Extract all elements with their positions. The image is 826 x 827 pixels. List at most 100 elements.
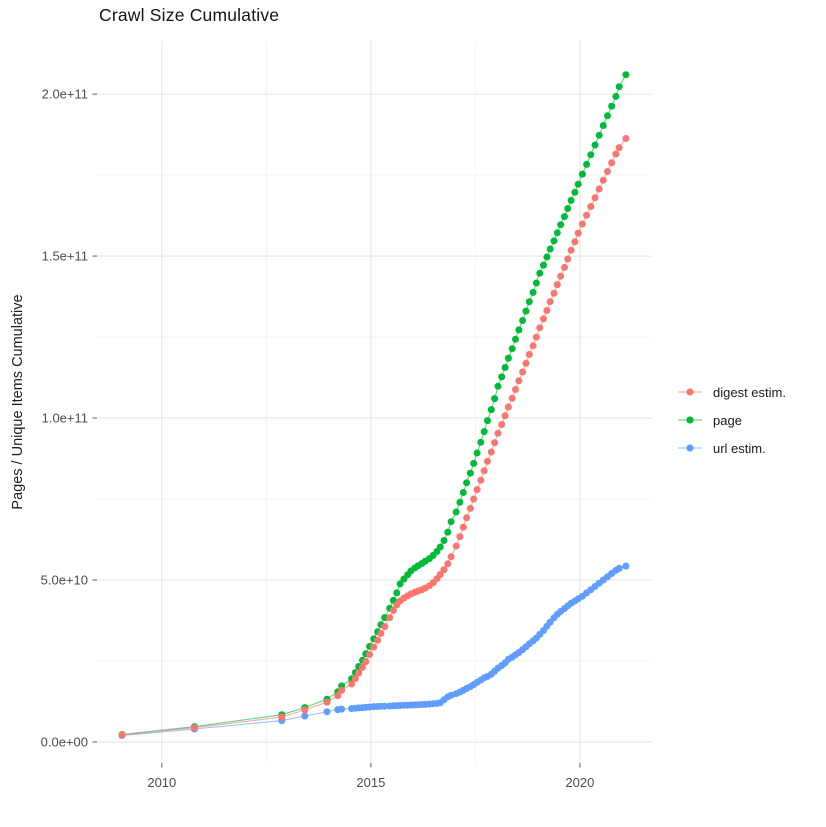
data-point	[608, 159, 616, 167]
data-point	[381, 702, 389, 710]
data-point	[508, 394, 516, 402]
data-point	[389, 606, 397, 614]
data-point	[561, 213, 568, 221]
data-point	[301, 706, 309, 714]
data-point	[491, 395, 499, 403]
data-point	[477, 438, 485, 446]
data-point	[615, 564, 623, 572]
legend-item-page: page	[676, 406, 786, 434]
data-point	[278, 713, 286, 721]
data-point	[512, 386, 519, 393]
data-point	[583, 160, 591, 168]
data-point	[381, 623, 389, 631]
data-point	[334, 692, 342, 700]
data-point	[587, 151, 595, 159]
series-url-estim	[118, 562, 630, 739]
data-point	[440, 566, 448, 574]
data-point	[599, 176, 607, 184]
data-point	[615, 83, 623, 91]
data-point	[498, 421, 506, 428]
x-tick-labels: 2010 2015 2020	[147, 775, 594, 790]
data-point	[118, 731, 126, 739]
data-point	[487, 448, 495, 456]
gridlines-major	[97, 41, 651, 763]
data-point	[608, 102, 616, 110]
y-tick-label: 1.0e+11	[42, 411, 88, 426]
data-point	[487, 406, 495, 414]
data-point	[366, 651, 374, 658]
data-point	[599, 122, 607, 129]
data-point	[466, 469, 474, 477]
data-point	[553, 281, 561, 289]
data-point	[463, 514, 471, 522]
data-point	[480, 467, 488, 475]
data-point	[190, 724, 198, 732]
legend-label-digest: digest estim.	[713, 384, 786, 400]
data-point	[494, 382, 502, 390]
data-point	[583, 211, 591, 219]
data-point	[574, 229, 582, 237]
data-point	[470, 495, 478, 503]
chart-title: Crawl Size Cumulative	[99, 5, 280, 25]
data-point	[436, 543, 444, 551]
data-point	[522, 307, 530, 315]
data-point	[301, 712, 309, 720]
data-point	[519, 368, 527, 376]
data-point	[578, 220, 586, 228]
data-point	[359, 663, 366, 671]
data-point	[351, 675, 359, 682]
data-point	[529, 342, 537, 350]
data-point	[456, 533, 464, 541]
data-point	[604, 112, 611, 120]
data-point	[595, 185, 603, 193]
data-point	[571, 188, 579, 196]
data-point	[362, 658, 370, 666]
y-tick-labels: 0.0e+00 5.0e+10 1.0e+11 1.5e+11 2.0e+11	[41, 87, 88, 750]
data-point	[501, 364, 509, 371]
legend-key-url-icon	[678, 444, 702, 452]
series-digest-estim	[118, 135, 630, 739]
data-point	[546, 298, 554, 306]
data-point	[587, 203, 595, 210]
data-point	[519, 317, 527, 324]
y-tick-label: 1.5e+11	[42, 249, 88, 264]
data-point	[508, 345, 516, 353]
data-point	[386, 614, 394, 622]
legend-label-url: url estim.	[713, 440, 766, 456]
data-point	[515, 377, 523, 385]
x-tick-label: 2010	[147, 775, 176, 790]
data-point	[561, 263, 568, 271]
y-tick-label: 0.0e+00	[41, 734, 88, 749]
data-point	[571, 238, 579, 246]
data-point	[557, 221, 565, 229]
data-point	[452, 508, 460, 516]
data-point	[604, 168, 611, 175]
data-point	[543, 253, 551, 261]
data-point	[456, 498, 464, 506]
data-point	[480, 428, 488, 436]
y-tick-label: 5.0e+10	[41, 572, 88, 587]
axis-ticks	[92, 93, 581, 768]
data-point	[498, 373, 506, 381]
data-point	[553, 229, 561, 237]
data-point	[484, 417, 491, 425]
data-point	[491, 439, 499, 447]
legend-item-url: url estim.	[676, 434, 786, 462]
data-point	[540, 315, 547, 323]
data-point	[338, 686, 346, 694]
data-point	[473, 486, 481, 494]
data-point	[436, 571, 444, 578]
legend-label-page: page	[713, 412, 742, 428]
x-tick-label: 2015	[356, 775, 385, 790]
data-point	[567, 246, 575, 254]
data-point	[459, 489, 467, 496]
data-point	[536, 324, 544, 332]
data-point	[525, 298, 533, 306]
data-point	[532, 333, 540, 341]
data-point	[546, 245, 554, 253]
data-point	[557, 272, 565, 280]
data-point	[494, 429, 502, 437]
data-point	[459, 523, 467, 531]
